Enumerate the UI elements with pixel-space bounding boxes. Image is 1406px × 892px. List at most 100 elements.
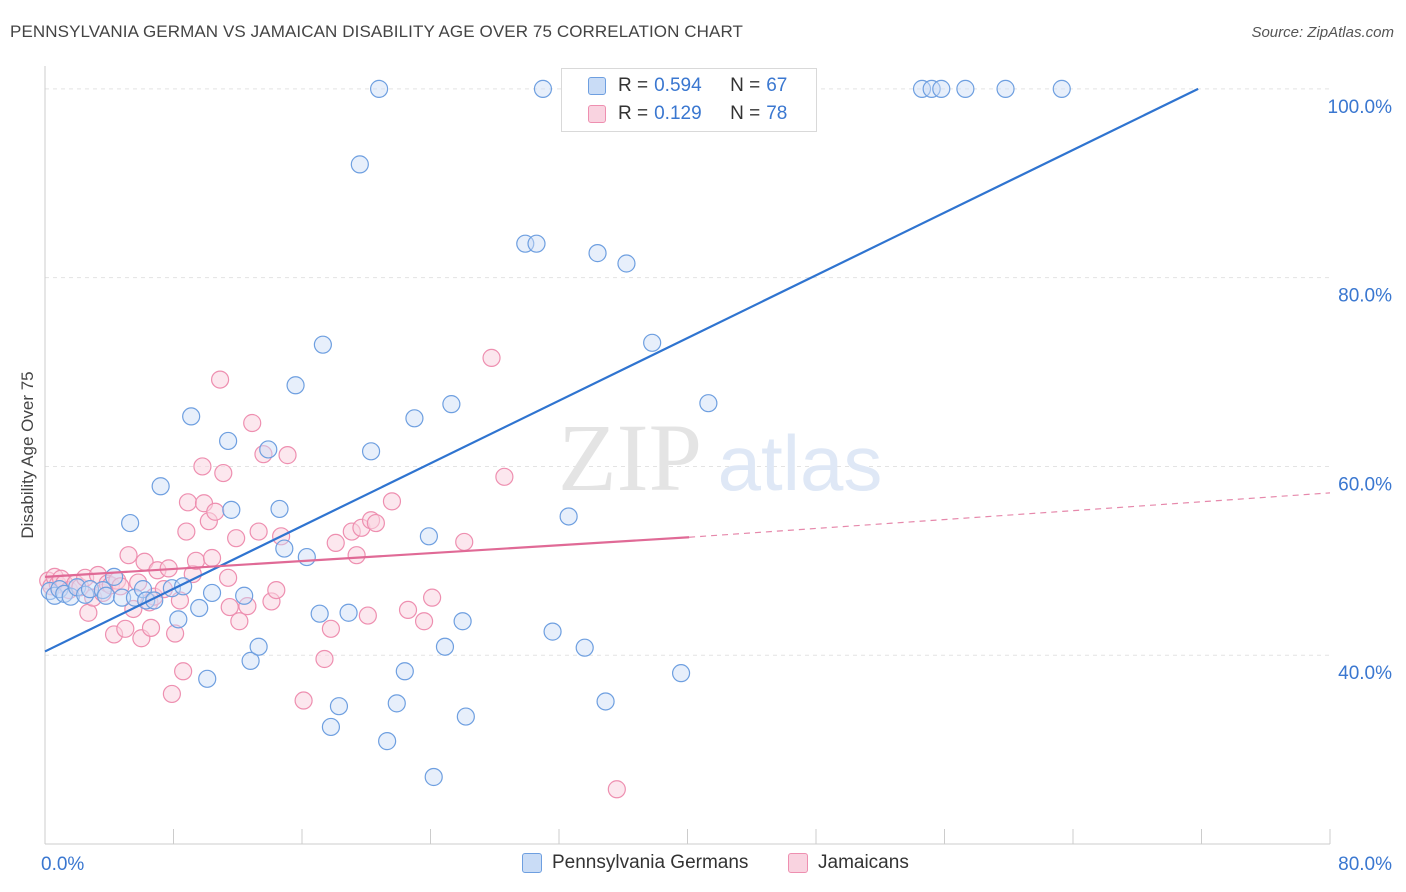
- pennsylvania-germans-point: [996, 79, 1015, 98]
- pennsylvania-germans-point: [121, 513, 140, 533]
- y-tick-labels: 40.0% 60.0% 80.0% 100.0%: [1328, 97, 1393, 684]
- legend-row-pennsylvania-germans: R = 0.594 N = 67: [588, 75, 787, 97]
- jamaicans-point: [455, 532, 474, 552]
- pennsylvania-germans-point: [643, 333, 662, 352]
- pennsylvania-germans-point: [533, 79, 553, 98]
- pennsylvania-germans-point: [329, 697, 349, 716]
- pennsylvania-germans-point: [310, 604, 329, 623]
- jamaicans-point: [177, 522, 196, 541]
- y-tick-label: 60.0%: [1338, 474, 1392, 495]
- x-tick-label: 0.0%: [41, 854, 84, 875]
- jamaicans-point: [495, 467, 514, 486]
- jamaicans-point: [230, 612, 249, 631]
- pennsylvania-germans-point: [219, 431, 238, 451]
- pennsylvania-germans-point: [699, 394, 718, 413]
- pennsylvania-germans-point: [259, 440, 278, 459]
- bottom-legend-swatch-pink: [788, 853, 808, 873]
- pennsylvania-germans-point: [151, 477, 170, 496]
- jamaicans-point: [202, 548, 222, 568]
- pennsylvania-germans-point: [932, 79, 951, 98]
- pennsylvania-germans-point: [1052, 79, 1071, 98]
- pennsylvania-germans-point: [235, 586, 254, 605]
- pennsylvania-germans-point: [313, 335, 332, 354]
- pennsylvania-germans-point: [395, 662, 414, 681]
- x-tick-labels: 0.0% 80.0%: [41, 854, 1392, 875]
- legend-r-value: 0.594: [654, 75, 702, 96]
- jamaicans-point: [219, 568, 238, 587]
- pennsylvania-germans-point: [222, 500, 241, 519]
- pennsylvania-germans-point: [527, 234, 546, 253]
- jamaicans-point: [326, 533, 345, 552]
- legend-swatch-pink: [588, 105, 606, 123]
- legend-n-label: N =: [730, 75, 761, 96]
- jamaicans-point: [398, 600, 418, 620]
- pennsylvania-germans-point: [361, 442, 381, 461]
- pennsylvania-germans-point: [202, 583, 222, 603]
- legend-r-label: R =: [618, 75, 649, 96]
- pennsylvania-germans-point: [922, 79, 941, 98]
- pennsylvania-germans-point: [435, 637, 455, 656]
- pennsylvania-germans-point: [93, 580, 112, 600]
- pennsylvania-germans-point: [453, 612, 472, 631]
- pennsylvania-germans-point: [419, 527, 438, 546]
- jamaicans-point: [321, 619, 341, 638]
- pennsylvania-germans-trend-line: [44, 87, 1199, 653]
- jamaicans-point: [278, 446, 297, 465]
- pennsylvania-germans-point: [405, 409, 424, 428]
- pennsylvania-germans-point: [112, 588, 132, 607]
- correlation-legend: R = 0.594 N = 67 R = 0.129 N = 78: [561, 68, 817, 132]
- source-label: Source: ZipAtlas.com: [1251, 24, 1394, 41]
- y-tick-label: 80.0%: [1338, 286, 1392, 307]
- pennsylvania-germans-point: [80, 580, 100, 599]
- watermark-atlas: atlas: [718, 419, 883, 507]
- pennsylvania-germans-point: [588, 244, 607, 263]
- jamaicans-point: [238, 597, 257, 616]
- legend-r-label: R =: [618, 103, 649, 124]
- pennsylvania-germans-points: [40, 79, 1071, 787]
- jamaicans-point: [220, 597, 239, 617]
- jamaicans-point: [166, 624, 185, 643]
- jamaicans-point: [214, 463, 233, 483]
- jamaicans-point: [111, 577, 130, 596]
- jamaicans-point: [193, 457, 212, 476]
- bottom-legend-swatch-blue: [522, 853, 542, 873]
- y-tick-label: 100.0%: [1328, 97, 1393, 118]
- jamaicans-point: [210, 370, 230, 389]
- pennsylvania-germans-point: [104, 567, 124, 586]
- jamaicans-point: [243, 413, 262, 433]
- pennsylvania-germans-point: [198, 669, 217, 688]
- bottom-legend-label: Pennsylvania Germans: [552, 852, 749, 873]
- pennsylvania-germans-point: [96, 586, 116, 605]
- jamaicans-point: [382, 492, 402, 511]
- pennsylvania-germans-point: [275, 539, 294, 558]
- pennsylvania-germans-point: [956, 79, 975, 98]
- pennsylvania-germans-point: [378, 732, 397, 751]
- watermark: ZIP atlas: [558, 404, 882, 511]
- watermark-zip: ZIP: [558, 404, 702, 511]
- pennsylvania-germans-point: [424, 767, 443, 787]
- pennsylvania-germans-point: [286, 376, 305, 395]
- legend-n-value: 67: [766, 75, 788, 96]
- legend-n-value: 78: [766, 103, 788, 124]
- pennsylvania-germans-point: [249, 637, 268, 656]
- pennsylvania-germans-point: [169, 610, 188, 629]
- legend-swatch-blue: [588, 77, 606, 95]
- pennsylvania-germans-point: [370, 79, 389, 98]
- pennsylvania-germans-point: [190, 598, 209, 618]
- pennsylvania-germans-point: [559, 507, 578, 526]
- pennsylvania-germans-point: [182, 407, 201, 426]
- jamaicans-point: [206, 502, 225, 521]
- axes: [44, 66, 1331, 845]
- jamaicans-point: [249, 522, 268, 541]
- jamaicans-point: [482, 348, 501, 367]
- pennsylvania-germans-point: [270, 499, 289, 519]
- pennsylvania-germans-point: [61, 587, 80, 606]
- legend-r-value: 0.129: [654, 103, 702, 124]
- legend-row-jamaicans: R = 0.129 N = 78: [588, 103, 787, 125]
- pennsylvania-germans-point: [912, 79, 932, 98]
- x-tick-label: 80.0%: [1338, 854, 1392, 875]
- pennsylvania-germans-point: [575, 638, 594, 657]
- pennsylvania-germans-point: [321, 717, 341, 737]
- y-axis-label: Disability Age Over 75: [18, 371, 37, 539]
- pennsylvania-germans-point: [350, 155, 369, 174]
